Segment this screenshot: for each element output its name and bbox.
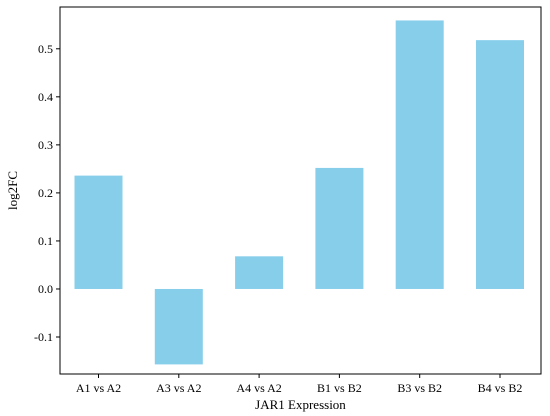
y-axis-ticks: -0.1 0.0 0.1 0.2 0.3 0.4 0.5	[34, 42, 60, 344]
x-axis-title: JAR1 Expression	[255, 397, 346, 412]
y-tick-label: 0.2	[38, 186, 53, 200]
bar-a4-vs-a2	[235, 256, 284, 289]
plot-frame	[59, 6, 542, 375]
bar-b4-vs-b2	[476, 40, 524, 289]
bar-a1-vs-a2	[74, 175, 123, 289]
bar-b3-vs-b2	[395, 20, 444, 289]
y-tick-label: 0.3	[38, 138, 53, 152]
x-tick-label: A4 vs A2	[236, 381, 281, 395]
x-tick-label: B1 vs B2	[317, 381, 362, 395]
x-tick-label: B3 vs B2	[397, 381, 442, 395]
y-tick-label: 0.1	[38, 234, 53, 248]
bars-group	[74, 20, 524, 365]
y-tick-label: 0.5	[38, 42, 53, 56]
x-tick-label: A1 vs A2	[76, 381, 121, 395]
y-tick-label: 0.0	[38, 282, 53, 296]
y-axis-title: log2FC	[5, 171, 20, 210]
bar-b1-vs-b2	[315, 167, 364, 289]
x-axis-ticks: A1 vs A2 A3 vs A2 A4 vs A2 B1 vs B2 B3 vs B2…	[76, 374, 523, 395]
x-tick-label: A3 vs A2	[156, 381, 201, 395]
y-tick-label: 0.4	[38, 90, 53, 104]
bar-a3-vs-a2	[154, 288, 203, 365]
y-tick-label: -0.1	[34, 330, 53, 344]
x-tick-label: B4 vs B2	[478, 381, 523, 395]
